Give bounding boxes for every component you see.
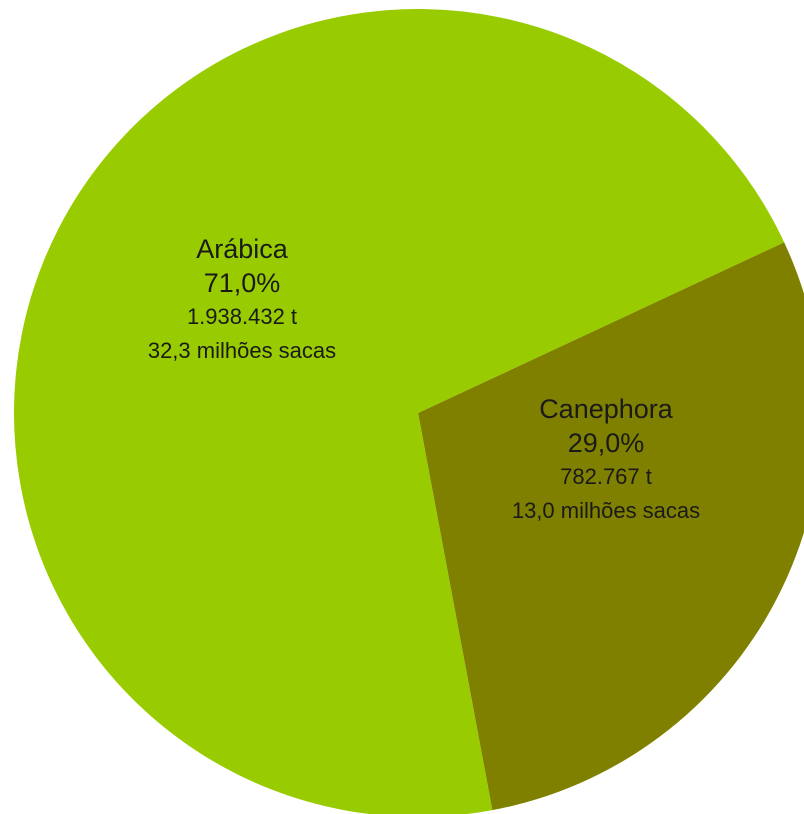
slice-bags-arabica: 32,3 milhões sacas: [147, 338, 337, 363]
slice-label-canephora: Canephora 29,0% 782.767 t 13,0 milhões s…: [466, 392, 746, 528]
slice-name-arabica: Arábica: [196, 234, 288, 264]
pie-slice-canephora: [418, 242, 804, 811]
slice-tonnes-arabica: 1.938.432 t: [186, 304, 298, 329]
slice-bags-canephora: 13,0 milhões sacas: [511, 498, 701, 523]
slice-name-canephora: Canephora: [539, 394, 673, 424]
pie-slice-arabica: [14, 9, 785, 814]
slice-label-arabica: Arábica 71,0% 1.938.432 t 32,3 milhões s…: [102, 232, 382, 368]
slice-tonnes-canephora: 782.767 t: [560, 464, 652, 489]
slice-percent-arabica: 71,0%: [203, 268, 281, 298]
slice-percent-canephora: 29,0%: [567, 428, 645, 458]
